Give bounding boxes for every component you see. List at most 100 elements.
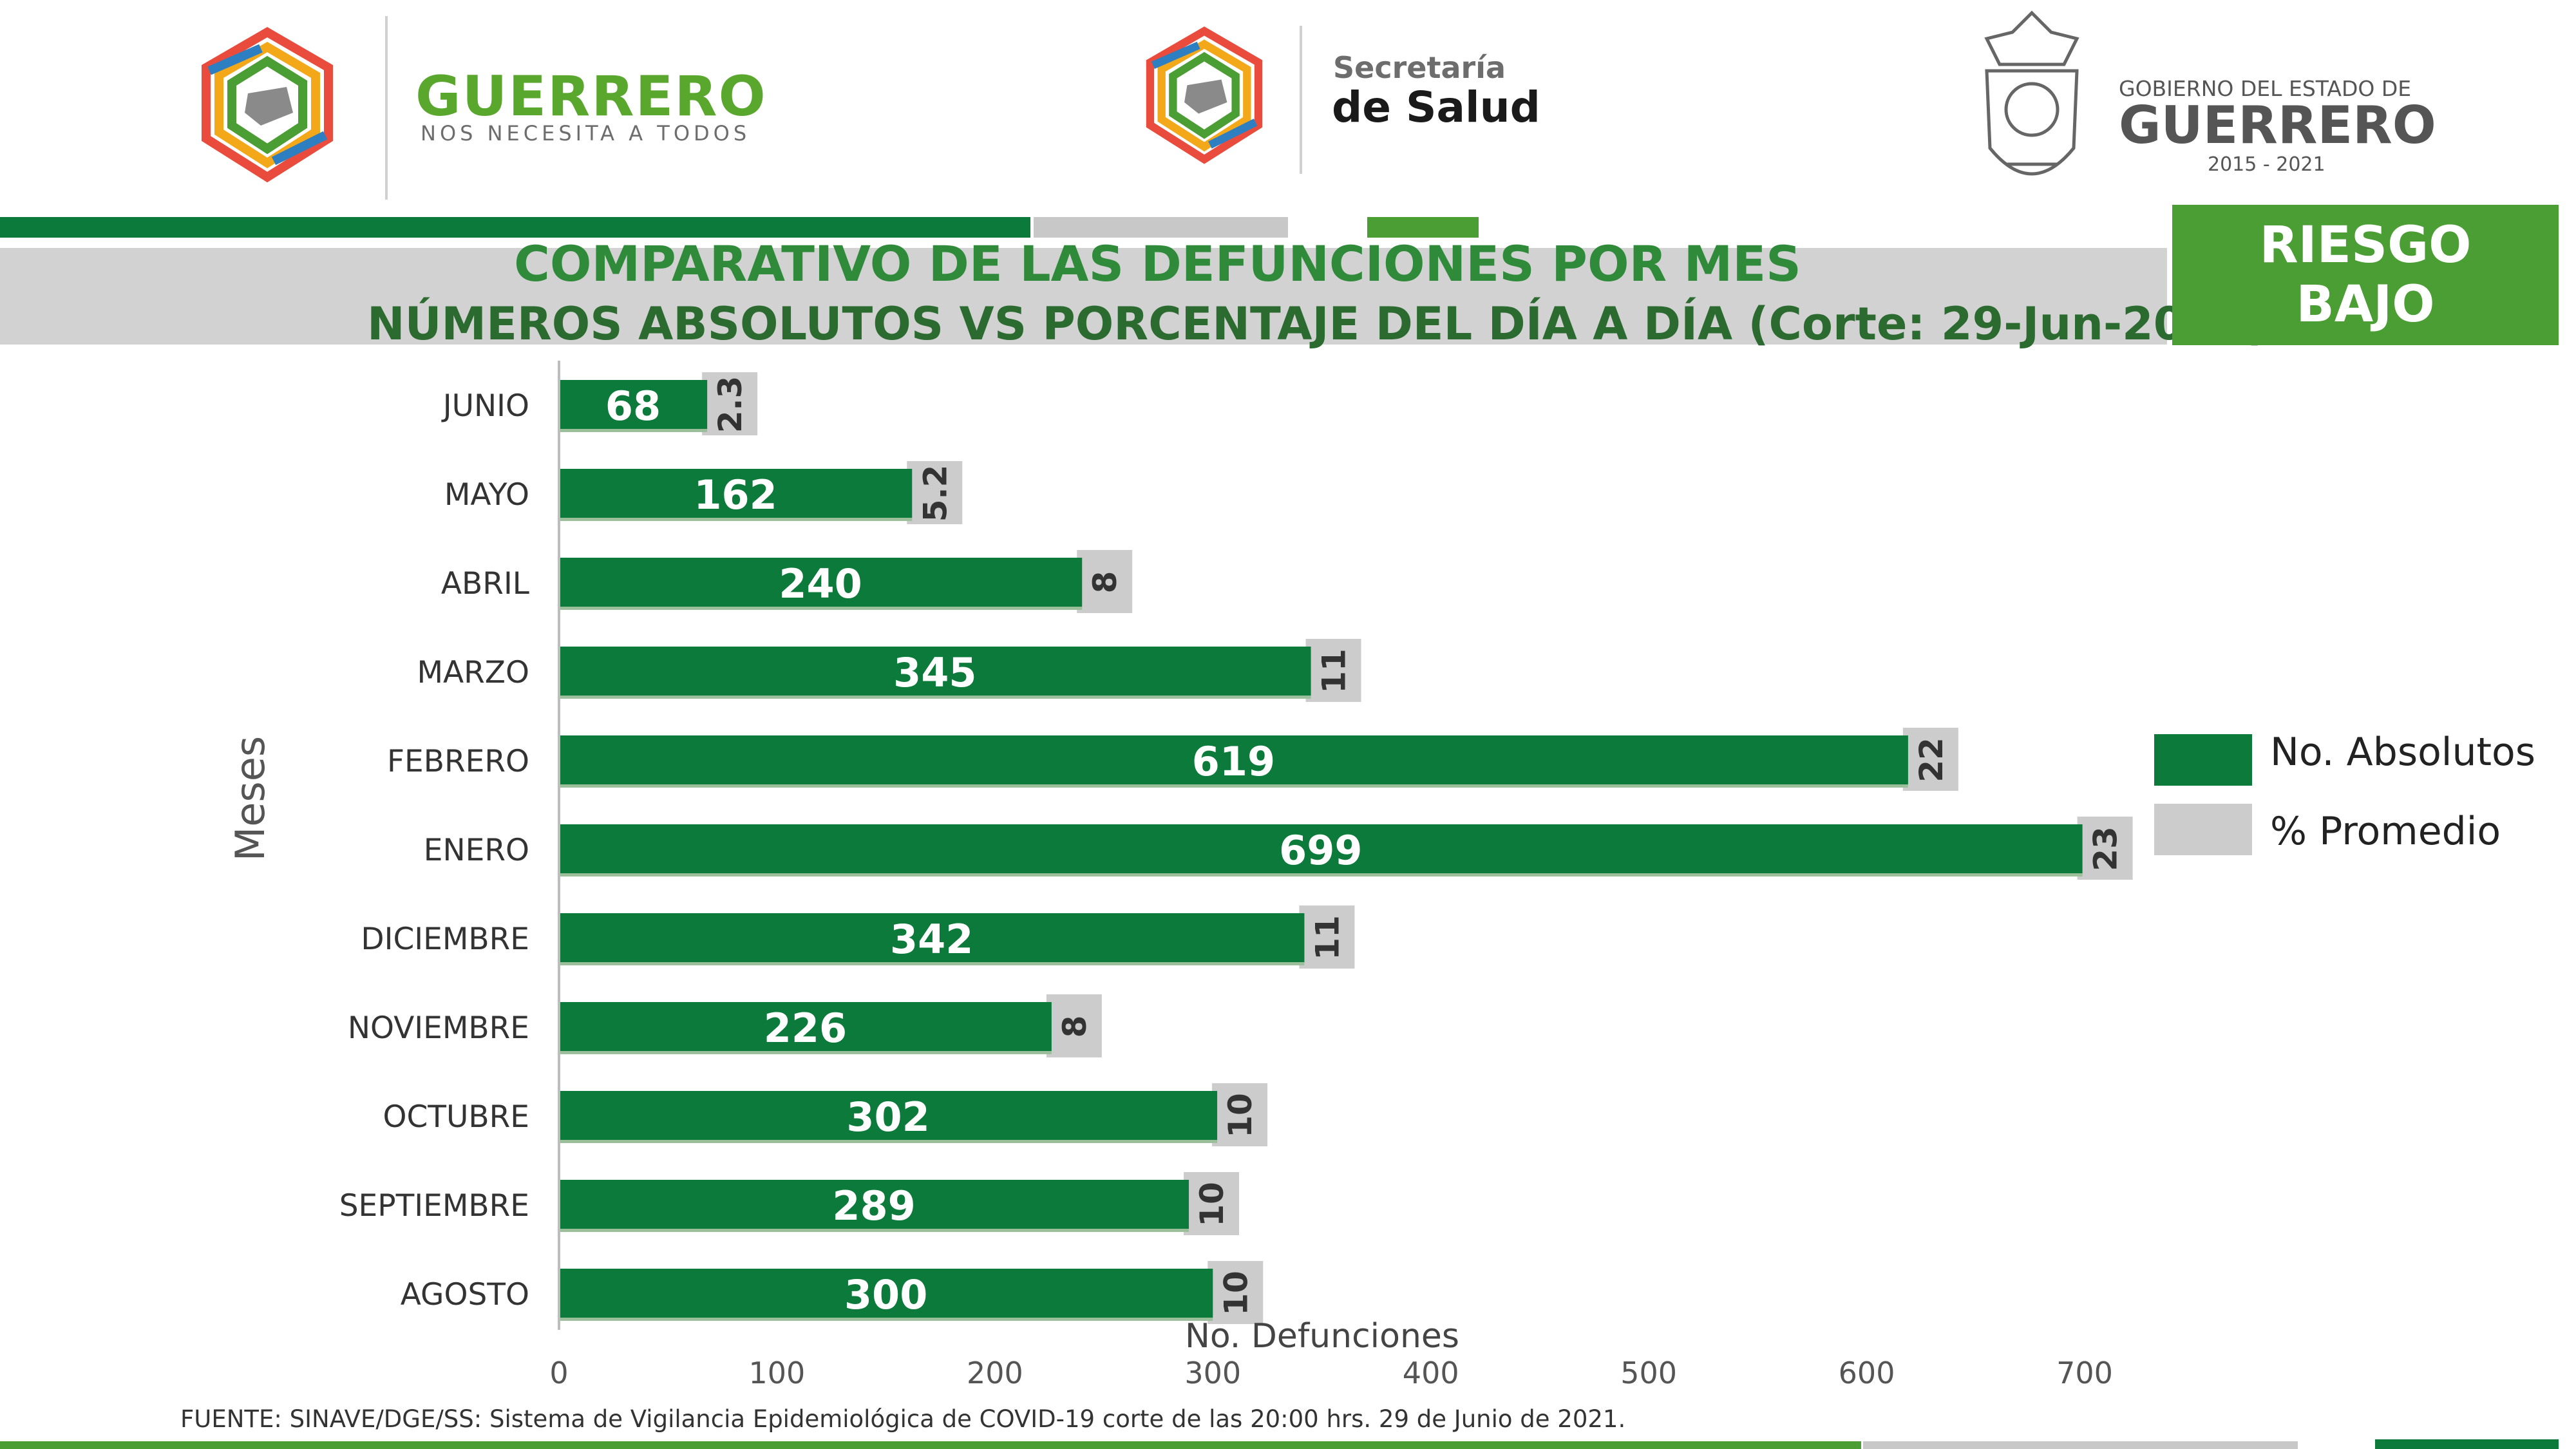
x-tick-label: 600 <box>1839 1356 1895 1390</box>
bar-promedio <box>1902 728 1958 791</box>
y-axis-label: Meses <box>227 736 274 861</box>
bar-promedio <box>1212 1083 1268 1146</box>
x-tick-label: 0 <box>549 1356 568 1390</box>
gobierno-logo-line3: 2015 - 2021 <box>2208 153 2325 176</box>
bar-shadow <box>559 784 1908 788</box>
guerrero-logo-subtitle: NOS NECESITA A TODOS <box>421 121 751 146</box>
bar-shadow <box>559 873 2083 876</box>
bar-value-label: 162 <box>694 471 777 518</box>
bar-value-label: 300 <box>844 1271 927 1318</box>
bar-percent-label: 2.3 <box>712 376 749 433</box>
x-axis-label: No. Defunciones <box>1185 1317 1459 1356</box>
bar-shadow <box>559 1051 1052 1054</box>
legend-swatch-absolutos <box>2154 734 2252 786</box>
bar-absolutos <box>559 1002 1052 1051</box>
bar-promedio <box>702 372 758 435</box>
coat-of-arms-icon <box>1984 10 2079 176</box>
bar-promedio <box>1184 1172 1240 1235</box>
category-label: NOVIEMBRE <box>348 1010 529 1046</box>
bar-absolutos <box>559 380 708 429</box>
bar-shadow <box>559 962 1305 965</box>
bar-percent-label: 23 <box>2087 826 2125 871</box>
x-tick-label: 300 <box>1184 1356 1241 1390</box>
bar-percent-label: 10 <box>1222 1093 1259 1138</box>
x-tick-label: 100 <box>749 1356 806 1390</box>
salud-emblem-icon <box>1146 26 1263 164</box>
bar-absolutos <box>559 647 1311 696</box>
risk-badge-line2: BAJO <box>2296 276 2435 334</box>
bar-promedio <box>1077 550 1133 613</box>
bar-absolutos <box>559 1269 1213 1318</box>
bar-absolutos <box>559 735 1908 784</box>
legend-label-promedio: % Promedio <box>2270 809 2501 854</box>
bar-percent-label: 22 <box>1913 737 1950 782</box>
bar-shadow <box>559 696 1311 699</box>
bar-percent-label: 8 <box>1056 1016 1094 1038</box>
category-label: JUNIO <box>441 388 529 424</box>
x-tick-label: 500 <box>1620 1356 1677 1390</box>
category-label: ABRIL <box>441 566 529 601</box>
bar-percent-label: 11 <box>1316 649 1353 694</box>
risk-badge-line1: RIESGO <box>2259 216 2472 274</box>
category-label: OCTUBRE <box>383 1099 529 1135</box>
bar-percent-label: 10 <box>1217 1271 1255 1316</box>
x-tick-label: 700 <box>2056 1356 2113 1390</box>
bar-value-label: 699 <box>1279 827 1362 874</box>
bar-absolutos <box>559 1180 1189 1229</box>
bar-percent-label: 10 <box>1193 1182 1231 1227</box>
bottom-stripe-gray <box>1863 1441 2298 1449</box>
bar-value-label: 342 <box>890 916 973 963</box>
x-tick-label: 200 <box>967 1356 1023 1390</box>
bar-value-label: 302 <box>846 1094 929 1141</box>
bottom-stripe-green <box>0 1441 1861 1449</box>
bar-value-label: 240 <box>779 560 862 607</box>
chart-subtitle: NÚMEROS ABSOLUTOS VS PORCENTAJE DEL DÍA … <box>367 298 2268 350</box>
bar-value-label: 68 <box>605 383 661 430</box>
top-stripe-gray <box>1034 217 1288 238</box>
bar-promedio <box>1299 905 1355 969</box>
bar-absolutos <box>559 558 1083 607</box>
bar-value-label: 226 <box>764 1005 847 1052</box>
bar-percent-label: 5.2 <box>916 465 954 522</box>
category-label: MAYO <box>444 477 529 513</box>
bar-promedio <box>907 461 963 524</box>
bar-shadow <box>559 429 708 432</box>
bottom-stripe-dark-green <box>2375 1439 2559 1449</box>
bar-percent-label: 8 <box>1086 571 1124 594</box>
guerrero-emblem-icon <box>202 26 333 183</box>
bar-promedio <box>2077 817 2133 880</box>
bar-value-label: 345 <box>893 649 976 696</box>
bar-absolutos <box>559 1091 1218 1140</box>
category-label: FEBRERO <box>387 744 529 779</box>
source-note: FUENTE: SINAVE/DGE/SS: Sistema de Vigila… <box>180 1405 1626 1433</box>
bar-promedio <box>1046 994 1102 1057</box>
bar-shadow <box>559 1140 1218 1143</box>
bar-percent-label: 11 <box>1309 915 1346 960</box>
top-stripe-green <box>0 217 1030 238</box>
bar-shadow <box>559 518 913 521</box>
category-label: AGOSTO <box>401 1277 529 1312</box>
bar-absolutos <box>559 469 913 518</box>
bar-value-label: 289 <box>832 1182 915 1229</box>
bar-absolutos <box>559 824 2083 873</box>
bar-promedio <box>1208 1261 1264 1324</box>
legend-label-absolutos: No. Absolutos <box>2270 730 2535 775</box>
category-label: ENERO <box>424 833 529 868</box>
chart-title: COMPARATIVO DE LAS DEFUNCIONES POR MES <box>514 235 1801 292</box>
guerrero-logo-title: GUERRERO <box>415 64 767 129</box>
bar-shadow <box>559 1318 1213 1321</box>
gobierno-logo-line2: GUERRERO <box>2119 95 2436 155</box>
category-label: DICIEMBRE <box>361 922 529 957</box>
risk-badge: RIESGO BAJO <box>2172 205 2559 345</box>
salud-logo-line1: Secretaría <box>1333 50 1506 85</box>
category-label: SEPTIEMBRE <box>339 1188 529 1224</box>
legend-swatch-promedio <box>2154 804 2252 855</box>
category-label: MARZO <box>417 655 529 690</box>
salud-logo-line2: de Salud <box>1332 82 1540 132</box>
bar-promedio <box>1305 639 1361 702</box>
top-stripe-light-green <box>1367 217 1479 238</box>
bar-shadow <box>559 1229 1189 1232</box>
bar-absolutos <box>559 913 1305 962</box>
bar-shadow <box>559 607 1083 610</box>
